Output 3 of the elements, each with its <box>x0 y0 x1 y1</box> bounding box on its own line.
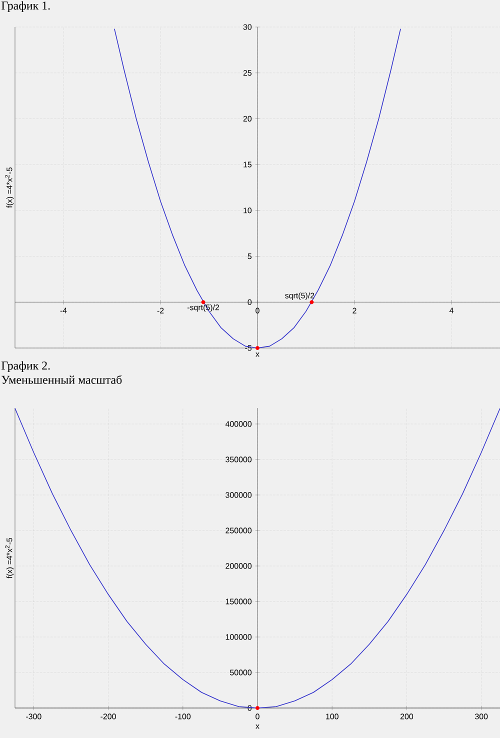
chart-title: График 1. <box>2 1 50 12</box>
chart-subtitle: Уменьшенный масштаб <box>2 375 122 384</box>
chart-title: График 2. <box>2 361 50 372</box>
